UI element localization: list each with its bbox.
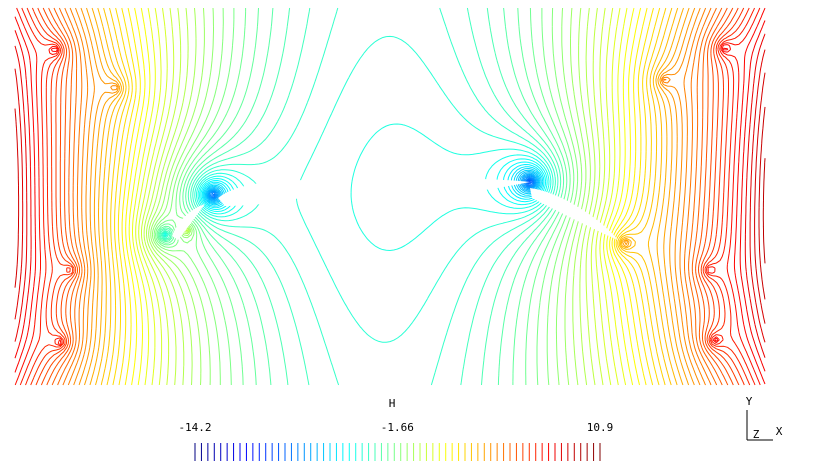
contour-line [117,7,654,386]
contour-line [14,20,766,372]
contour-line [95,7,679,386]
contour-line [35,7,740,386]
contour-line [112,7,661,386]
contour-line [14,7,766,385]
contour-line [159,7,562,386]
contour-line [73,7,701,386]
contour-line [208,174,537,201]
contour-line [155,8,575,386]
contour-line [78,7,696,386]
contour-line [46,7,729,386]
contour-field [14,7,766,386]
axis-label: X [776,425,783,438]
axis-triad: Y Z X [746,395,783,441]
contour-line [40,7,734,386]
airfoil [530,188,618,240]
contour-line [141,7,606,386]
colorbar-title: H [389,397,396,410]
contour-line [161,7,556,386]
contour-line [156,7,571,386]
contour-line [14,72,766,324]
contour-line [758,106,766,300]
airfoil [218,180,345,206]
contour-line [762,158,766,264]
airfoils [172,178,618,240]
contour-line [51,7,723,386]
contour-line [106,7,667,386]
contour-line [206,172,539,203]
contour-line [25,7,751,386]
contour-line [128,7,635,386]
contour-line [84,7,690,386]
contour-line [162,35,554,343]
airfoil [172,204,205,240]
contour-line [14,33,766,358]
contour-line [526,179,532,184]
contour-line [67,7,707,386]
colorbar-tick-label: 10.9 [587,421,614,434]
contour-line [157,7,568,386]
axis-label: Y [746,395,753,408]
contour-line [14,49,766,343]
contour-line [89,7,684,386]
contour-line [132,7,628,386]
contour-line [160,7,559,386]
contour-line [125,7,642,386]
contour-line [148,7,591,386]
contour-line [153,7,579,386]
colorbar-tick-label: -1.66 [381,421,414,434]
contour-line [19,7,756,386]
contour-line [62,7,712,386]
contour-line [158,7,565,386]
contour-line [135,7,621,386]
contour-line [100,7,673,386]
contour-line [527,180,531,183]
colorbar: -14.2 -1.66 10.9 [178,421,613,461]
contour-line [14,7,761,386]
contour-line [163,154,550,236]
contour-line [121,7,648,386]
contour-line [143,7,601,386]
contour-line [209,175,536,200]
contour-line [211,177,535,199]
axis-label: Z [753,428,760,441]
airfoil [360,178,530,200]
contour-line [138,7,614,386]
contour-line [30,7,745,386]
contour-line [151,7,583,386]
colorbar-tick-label: -14.2 [178,421,211,434]
contour-line [212,178,534,198]
contour-line [57,7,718,386]
